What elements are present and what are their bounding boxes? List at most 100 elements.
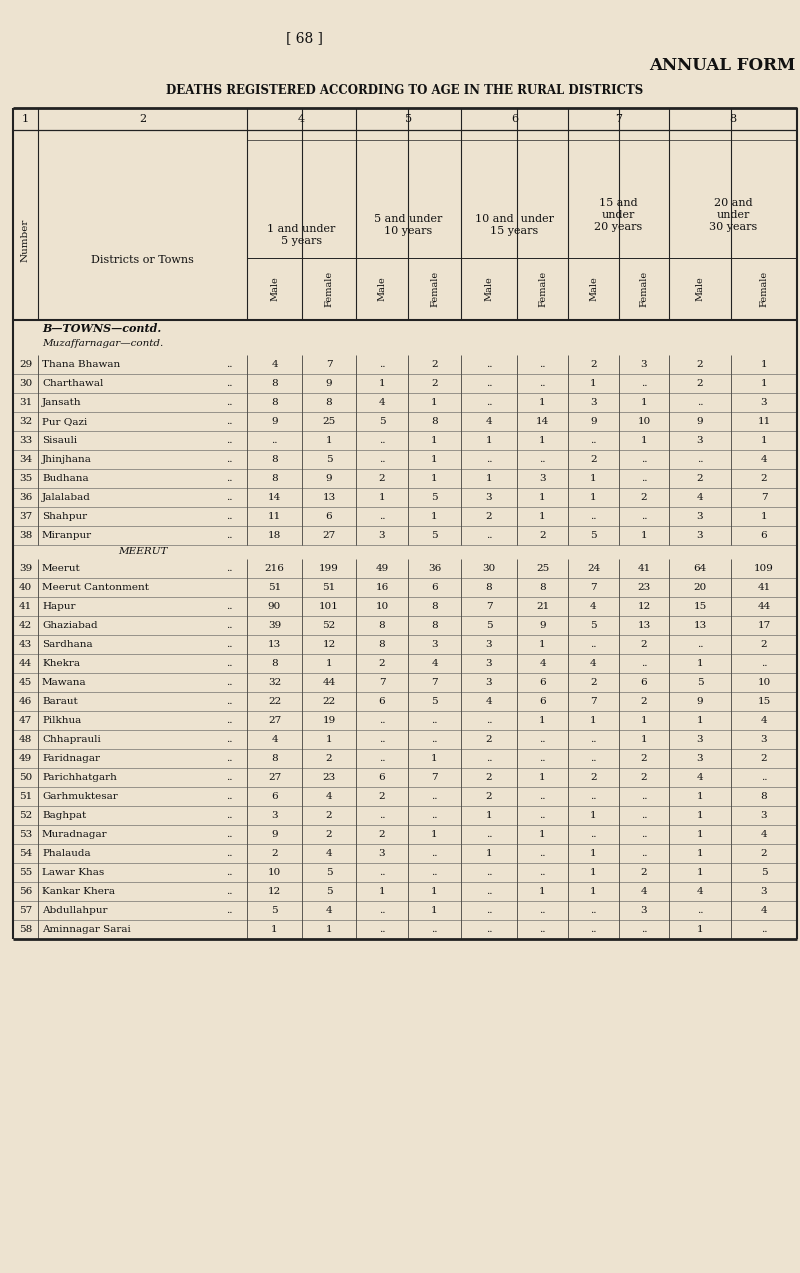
Text: 1: 1 bbox=[590, 868, 597, 877]
Text: ..: .. bbox=[226, 621, 232, 630]
Text: ..: .. bbox=[226, 773, 232, 782]
Text: 3: 3 bbox=[378, 531, 386, 540]
Text: ..: .. bbox=[539, 925, 546, 934]
Text: 9: 9 bbox=[271, 418, 278, 426]
Text: 5: 5 bbox=[405, 115, 412, 123]
Text: ..: .. bbox=[486, 906, 492, 915]
Text: ..: .. bbox=[641, 454, 647, 463]
Text: ..: .. bbox=[539, 906, 546, 915]
Text: 3: 3 bbox=[590, 398, 597, 407]
Text: 4: 4 bbox=[761, 715, 767, 726]
Text: Thana Bhawan: Thana Bhawan bbox=[42, 360, 120, 369]
Text: 15: 15 bbox=[758, 698, 770, 707]
Text: ..: .. bbox=[590, 640, 597, 649]
Text: 29: 29 bbox=[19, 360, 32, 369]
Text: 1: 1 bbox=[378, 379, 386, 388]
Text: 18: 18 bbox=[268, 531, 281, 540]
Text: 4: 4 bbox=[378, 398, 386, 407]
Text: 9: 9 bbox=[326, 379, 332, 388]
Text: 2: 2 bbox=[539, 531, 546, 540]
Text: 6: 6 bbox=[761, 531, 767, 540]
Text: ..: .. bbox=[539, 849, 546, 858]
Text: 44: 44 bbox=[19, 659, 32, 668]
Text: 2: 2 bbox=[590, 454, 597, 463]
Text: 1: 1 bbox=[431, 754, 438, 763]
Text: 5: 5 bbox=[590, 531, 597, 540]
Text: ..: .. bbox=[590, 735, 597, 743]
Text: Parichhatgarh: Parichhatgarh bbox=[42, 773, 117, 782]
Text: ..: .. bbox=[226, 792, 232, 801]
Text: 3: 3 bbox=[486, 493, 492, 502]
Text: 3: 3 bbox=[697, 512, 703, 521]
Text: 2: 2 bbox=[641, 773, 647, 782]
Text: 1: 1 bbox=[590, 887, 597, 896]
Text: ..: .. bbox=[486, 868, 492, 877]
Text: 9: 9 bbox=[271, 830, 278, 839]
Text: 43: 43 bbox=[19, 640, 32, 649]
Text: ..: .. bbox=[761, 659, 767, 668]
Text: 2: 2 bbox=[378, 830, 386, 839]
Text: Kankar Khera: Kankar Khera bbox=[42, 887, 115, 896]
Text: 216: 216 bbox=[265, 564, 285, 573]
Text: 6: 6 bbox=[431, 583, 438, 592]
Text: 5: 5 bbox=[326, 454, 332, 463]
Text: 1: 1 bbox=[697, 925, 703, 934]
Text: Jalalabad: Jalalabad bbox=[42, 493, 91, 502]
Text: 2: 2 bbox=[761, 640, 767, 649]
Text: 22: 22 bbox=[268, 698, 281, 707]
Text: 9: 9 bbox=[539, 621, 546, 630]
Text: 27: 27 bbox=[322, 531, 336, 540]
Text: 23: 23 bbox=[322, 773, 336, 782]
Text: 5: 5 bbox=[271, 906, 278, 915]
Text: Faridnagar: Faridnagar bbox=[42, 754, 100, 763]
Text: 1 and under
5 years: 1 and under 5 years bbox=[267, 224, 336, 246]
Text: ..: .. bbox=[486, 830, 492, 839]
Text: ANNUAL FORM: ANNUAL FORM bbox=[649, 56, 795, 74]
Text: 38: 38 bbox=[19, 531, 32, 540]
Text: ..: .. bbox=[226, 640, 232, 649]
Text: 8: 8 bbox=[271, 379, 278, 388]
Text: 4: 4 bbox=[486, 418, 492, 426]
Text: 48: 48 bbox=[19, 735, 32, 743]
Text: 90: 90 bbox=[268, 602, 281, 611]
Text: 3: 3 bbox=[486, 679, 492, 687]
Text: 2: 2 bbox=[486, 792, 492, 801]
Text: 1: 1 bbox=[539, 493, 546, 502]
Text: 2: 2 bbox=[641, 698, 647, 707]
Text: 1: 1 bbox=[590, 474, 597, 482]
Text: Muzaffarnagar—contd.: Muzaffarnagar—contd. bbox=[42, 339, 163, 348]
Text: 25: 25 bbox=[536, 564, 549, 573]
Text: 8: 8 bbox=[730, 115, 737, 123]
Text: 6: 6 bbox=[539, 679, 546, 687]
Text: 1: 1 bbox=[431, 398, 438, 407]
Text: 2: 2 bbox=[641, 493, 647, 502]
Text: 13: 13 bbox=[322, 493, 336, 502]
Text: 7: 7 bbox=[378, 679, 386, 687]
Text: 2: 2 bbox=[378, 659, 386, 668]
Text: 4: 4 bbox=[271, 735, 278, 743]
Text: 34: 34 bbox=[19, 454, 32, 463]
Text: Female: Female bbox=[759, 271, 769, 307]
Text: 3: 3 bbox=[697, 735, 703, 743]
Text: 2: 2 bbox=[590, 679, 597, 687]
Text: ..: .. bbox=[226, 435, 232, 446]
Text: ..: .. bbox=[539, 735, 546, 743]
Text: 1: 1 bbox=[271, 925, 278, 934]
Text: 8: 8 bbox=[378, 621, 386, 630]
Text: ..: .. bbox=[539, 811, 546, 820]
Text: ..: .. bbox=[641, 474, 647, 482]
Text: 1: 1 bbox=[641, 398, 647, 407]
Text: 6: 6 bbox=[539, 698, 546, 707]
Text: 1: 1 bbox=[486, 474, 492, 482]
Text: Male: Male bbox=[589, 276, 598, 302]
Text: ..: .. bbox=[226, 849, 232, 858]
Text: 10: 10 bbox=[638, 418, 650, 426]
Text: 1: 1 bbox=[539, 830, 546, 839]
Text: 3: 3 bbox=[641, 360, 647, 369]
Text: Mawana: Mawana bbox=[42, 679, 86, 687]
Text: 8: 8 bbox=[761, 792, 767, 801]
Text: 7: 7 bbox=[590, 583, 597, 592]
Text: ..: .. bbox=[226, 379, 232, 388]
Text: 3: 3 bbox=[539, 474, 546, 482]
Text: 44: 44 bbox=[322, 679, 336, 687]
